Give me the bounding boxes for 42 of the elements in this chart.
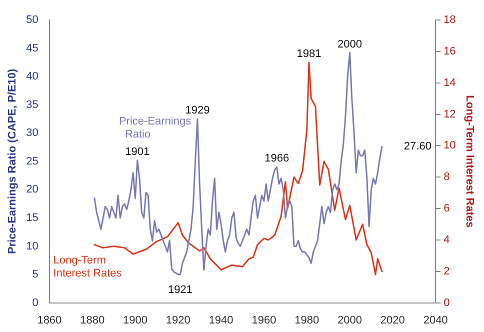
y2-tick-label: 16 xyxy=(444,45,456,58)
x-tick-label: 2020 xyxy=(380,314,405,326)
annotation: 1921 xyxy=(168,284,193,296)
x-tick-label: 1880 xyxy=(80,314,105,326)
annotation: 1901 xyxy=(125,146,150,158)
annotation: 1929 xyxy=(185,104,210,117)
y2-tick-label: 2 xyxy=(444,265,450,278)
x-tick-label: 1940 xyxy=(208,314,234,326)
y-tick-label: 15 xyxy=(26,212,38,224)
x-tick-label: 2000 xyxy=(338,314,362,326)
series-label: Price-Earnings Ratio xyxy=(118,116,192,141)
y2-tick-label: 4 xyxy=(444,234,450,246)
annotation: 1981 xyxy=(296,48,322,60)
y-tick-label: 25 xyxy=(26,155,38,168)
y2-tick-label: 14 xyxy=(444,76,456,89)
y-tick-label: 30 xyxy=(26,127,38,140)
x-tick-label: 1920 xyxy=(166,314,190,326)
y2-tick-label: 12 xyxy=(444,108,456,120)
y2-tick-label: 6 xyxy=(444,202,450,215)
y-tick-label: 40 xyxy=(26,70,38,83)
y-tick-label: 45 xyxy=(26,42,38,54)
y-tick-label: 20 xyxy=(26,184,38,196)
y-tick-label: 35 xyxy=(26,98,38,111)
y-axis-title: Price-Earnings Ratio (CAPE, P/E10) xyxy=(6,68,19,254)
y-tick-label: 0 xyxy=(32,296,38,309)
y-tick-label: 10 xyxy=(26,240,38,252)
y-tick-label: 50 xyxy=(26,14,38,26)
x-tick-label: 1980 xyxy=(294,314,320,326)
annotation: 1966 xyxy=(264,152,290,165)
annotation: 27.60 xyxy=(404,140,432,153)
x-tick-label: 1860 xyxy=(37,314,62,326)
y2-axis-title: Long-Term Interest Rates xyxy=(463,95,476,228)
y2-tick-label: 10 xyxy=(444,140,456,152)
x-tick-label: 1900 xyxy=(123,314,148,326)
x-tick-label: 2040 xyxy=(423,314,448,326)
series-label: Long-Term Interest Rates xyxy=(53,254,122,280)
annotation: 2000 xyxy=(338,38,362,50)
x-tick-label: 1960 xyxy=(252,314,276,326)
y-tick-label: 5 xyxy=(32,268,38,281)
y2-tick-label: 0 xyxy=(444,296,450,309)
y2-tick-label: 18 xyxy=(444,14,456,26)
y2-tick-label: 8 xyxy=(444,171,450,184)
